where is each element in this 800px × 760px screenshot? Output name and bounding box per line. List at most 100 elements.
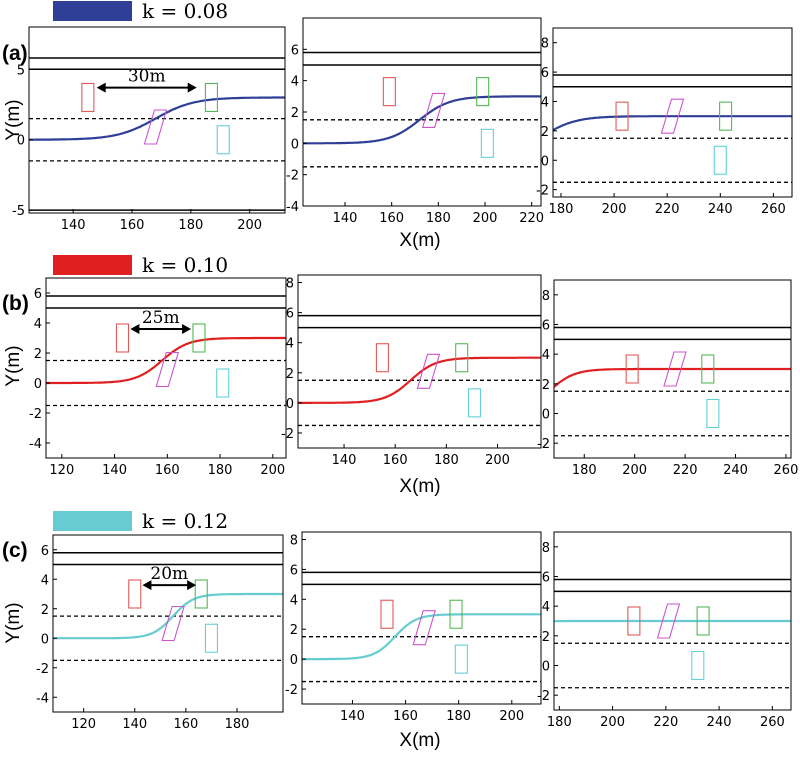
x-tick-label: 260 (761, 202, 786, 217)
x-tick-label: 240 (708, 202, 733, 217)
y-tick-label: 2 (290, 623, 298, 638)
y-tick-label: 0 (291, 137, 299, 152)
vehicle-target_front (192, 323, 206, 353)
x-tick-label: 200 (473, 211, 498, 226)
y-tick-label: 8 (542, 541, 550, 556)
x-tick-label: 220 (655, 202, 680, 217)
y-tick-label: 6 (286, 307, 294, 322)
gap-arrow-head-left (142, 580, 152, 591)
x-tick-label: 120 (49, 463, 74, 478)
x-tick-label: 160 (383, 453, 408, 468)
x-tick-label: 140 (61, 218, 86, 233)
vehicle-ego_front (128, 579, 142, 609)
gap-distance-label: 25m (142, 308, 180, 328)
y-tick-label: 4 (542, 600, 550, 615)
vehicle-target_front (204, 82, 218, 113)
y-tick-label: 4 (291, 75, 299, 90)
x-tick-label: 200 (499, 709, 524, 724)
y-tick-label: 2 (291, 106, 299, 121)
panel-plot-area (554, 326, 791, 437)
x-tick-label: 200 (602, 202, 627, 217)
y-tick-label: 6 (542, 571, 550, 586)
x-tick-label: 180 (178, 218, 203, 233)
panel-frame (45, 277, 287, 459)
x-tick-label: 140 (102, 463, 127, 478)
x-axis-label: X(m) (399, 230, 440, 251)
vehicle-ego_front (380, 599, 394, 629)
vehicle-ego_front (115, 323, 130, 353)
vehicle-merge (656, 603, 681, 639)
trajectory-line (554, 367, 791, 388)
y-tick-label: 4 (541, 95, 549, 110)
legend-swatch (53, 511, 132, 531)
x-tick-label: 180 (426, 211, 451, 226)
panel-0-2: 180 200 220 240 260 -2 0 2 4 6 8 (536, 27, 793, 217)
vehicle-other_lane (691, 650, 705, 681)
x-tick-label: 180 (446, 709, 471, 724)
vehicle-other_lane (480, 128, 494, 158)
y-tick-label: -2 (536, 184, 549, 199)
x-tick-label: 260 (760, 715, 785, 730)
vehicle-target_front (476, 77, 490, 107)
trajectory-line (46, 336, 286, 385)
x-tick-label: 140 (333, 211, 358, 226)
x-tick-label: 160 (120, 218, 145, 233)
x-tick-label: 200 (622, 463, 647, 478)
y-tick-label: -2 (281, 427, 294, 442)
panel-1-1: 140 160 180 200 -2 0 2 4 6 8 (281, 274, 542, 468)
vehicle-merge (161, 605, 185, 642)
y-tick-label: 2 (41, 603, 49, 618)
trajectory-line (298, 356, 541, 404)
row-label: (c) (2, 539, 28, 562)
vehicle-ego_front (375, 343, 389, 373)
y-tick-label: 0 (17, 134, 25, 149)
vehicle-other_lane (204, 623, 218, 653)
panel-frame (302, 17, 542, 207)
y-tick-label: -2 (285, 683, 298, 698)
y-axis-label: Y(m) (3, 345, 24, 386)
vehicle-merge (416, 353, 441, 389)
x-tick-label: 140 (332, 453, 357, 468)
gap-arrow-head-right (187, 82, 197, 93)
panel-2-0: 20m 120 140 160 180 -4 -2 0 2 4 6 (36, 534, 284, 732)
panel-plot-area: 30m (29, 57, 285, 211)
gap-distance-label: 20m (150, 564, 188, 584)
y-tick-label: 8 (541, 37, 549, 52)
panel-1-0: 25m 120 140 160 180 200 -4 -2 0 2 4 6 (29, 277, 287, 478)
y-tick-label: 6 (34, 287, 42, 302)
vehicle-merge (663, 351, 687, 387)
x-tick-label: 180 (549, 202, 574, 217)
x-tick-label: 160 (173, 717, 198, 732)
y-tick-label: 0 (542, 408, 550, 423)
y-tick-label: 0 (542, 660, 550, 675)
y-tick-label: -5 (12, 204, 25, 219)
x-tick-label: 180 (572, 463, 597, 478)
y-tick-label: -2 (29, 407, 42, 422)
y-tick-label: 6 (541, 66, 549, 81)
y-tick-label: 2 (286, 367, 294, 382)
legend-k-label: k = 0.08 (142, 0, 228, 23)
x-tick-label: 180 (225, 717, 250, 732)
trajectory-line (29, 96, 285, 141)
panel-frame (297, 274, 542, 449)
panel-frame (28, 26, 286, 214)
x-tick-label: 180 (208, 463, 233, 478)
y-tick-label: 0 (290, 653, 298, 668)
x-tick-label: 140 (340, 709, 365, 724)
y-tick-label: 2 (542, 378, 550, 393)
vehicle-target_front (449, 599, 463, 629)
y-tick-label: -2 (537, 689, 550, 704)
panel-2-1: 140 160 180 200 -2 0 2 4 6 8 (285, 531, 542, 724)
vehicle-merge (143, 109, 168, 145)
vehicle-other_lane (706, 398, 720, 429)
x-tick-label: 160 (393, 709, 418, 724)
row-label: (b) (2, 292, 29, 315)
y-tick-label: -2 (286, 169, 299, 184)
y-tick-label: 8 (542, 289, 550, 304)
panel-frame (552, 27, 793, 198)
gap-arrow-head-right (187, 580, 197, 591)
x-tick-label: 160 (379, 211, 404, 226)
panel-plot-area (553, 74, 792, 183)
x-tick-label: 220 (653, 715, 678, 730)
